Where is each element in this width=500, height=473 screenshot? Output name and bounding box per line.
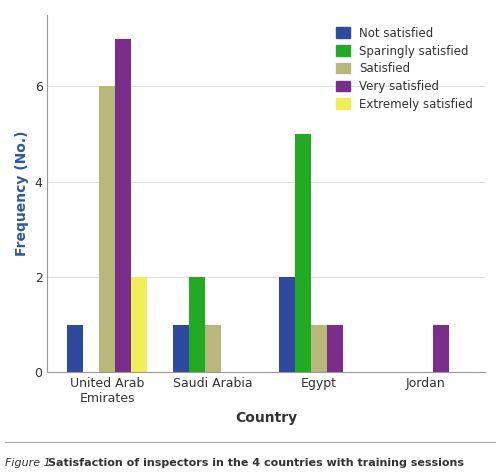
Text: Figure 1: Figure 1 xyxy=(5,458,54,468)
Bar xyxy=(296,134,312,372)
Bar xyxy=(434,325,449,372)
X-axis label: Country: Country xyxy=(235,411,298,425)
Bar xyxy=(280,277,295,372)
Bar xyxy=(99,87,115,372)
Text: Satisfaction of inspectors in the 4 countries with training sessions: Satisfaction of inspectors in the 4 coun… xyxy=(48,458,464,468)
Bar xyxy=(205,325,221,372)
Bar xyxy=(190,277,205,372)
Bar xyxy=(131,277,147,372)
Bar xyxy=(68,325,83,372)
Legend: Not satisfied, Sparingly satisfied, Satisfied, Very satisfied, Extremely satisfi: Not satisfied, Sparingly satisfied, Sati… xyxy=(330,21,479,117)
Bar xyxy=(312,325,327,372)
Bar xyxy=(115,39,131,372)
Y-axis label: Frequency (No.): Frequency (No.) xyxy=(15,131,29,256)
Bar xyxy=(327,325,343,372)
Bar xyxy=(174,325,190,372)
